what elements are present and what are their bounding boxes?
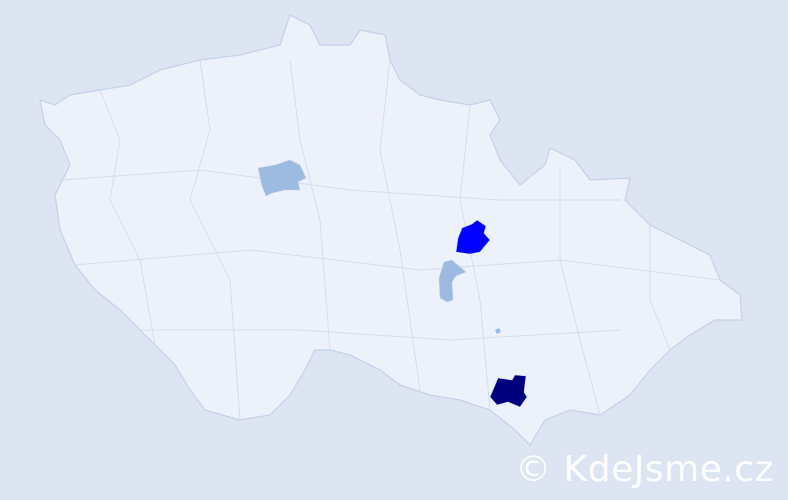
country-outline <box>39 14 743 446</box>
watermark: © KdeJsme.cz <box>515 449 774 490</box>
region-mid[interactable] <box>455 219 491 255</box>
region-low-2[interactable] <box>438 259 467 303</box>
region-high[interactable] <box>489 374 528 408</box>
region-low-1[interactable] <box>257 159 307 197</box>
region-low-3[interactable] <box>495 328 501 334</box>
